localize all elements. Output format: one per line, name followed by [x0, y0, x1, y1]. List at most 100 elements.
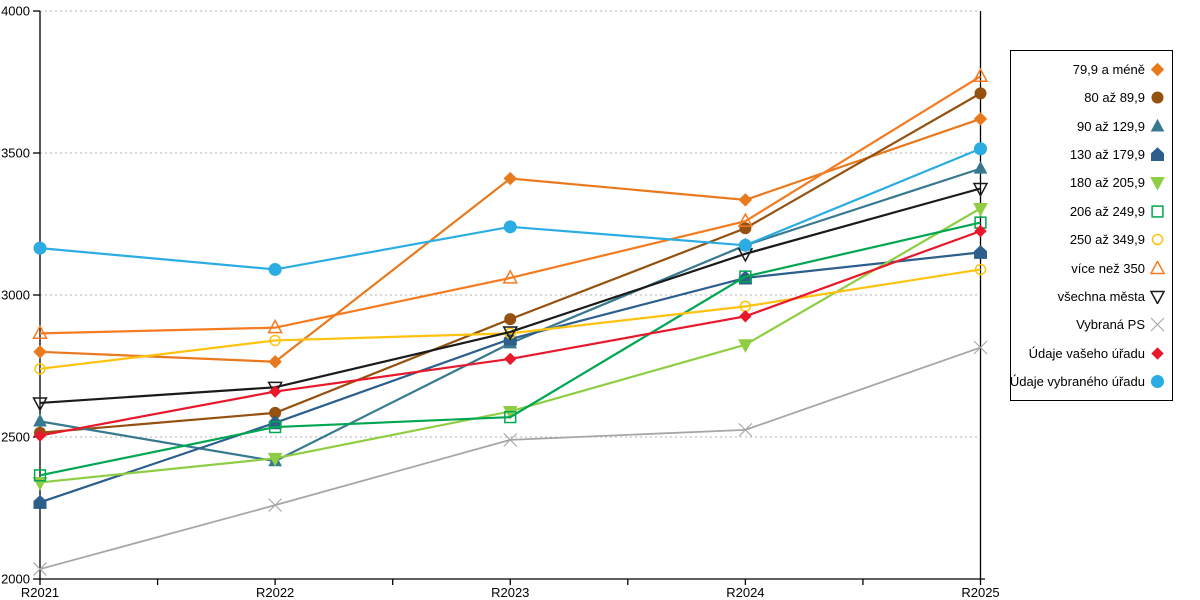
x-tick-label: R2022	[256, 585, 294, 600]
marker-circle-icon-s6	[974, 263, 987, 276]
marker-triangle-down-icon-s4	[738, 339, 753, 353]
marker-triangle-down-icon-s4	[267, 452, 283, 467]
series-10	[33, 224, 987, 442]
legend-item-label: 80 až 89,9	[1084, 90, 1145, 106]
legend-item-4: 180 až 205,9	[1011, 175, 1172, 191]
marker-square-icon-s5	[268, 420, 282, 434]
marker-triangle-up-icon-s7	[267, 318, 283, 334]
marker-diamond-icon-s10	[504, 352, 517, 366]
marker-square-icon-s5	[739, 270, 752, 283]
legend-item-label: 206 až 249,9	[1069, 203, 1145, 219]
marker-diamond-icon-legend	[1151, 347, 1164, 360]
marker-circle-icon-s1	[504, 313, 517, 326]
marker-square-icon-s5	[33, 469, 47, 482]
legend-item-1: 80 až 89,9	[1011, 90, 1172, 105]
legend-marker-square-icon	[1151, 205, 1164, 218]
marker-square-icon-legend	[1151, 205, 1164, 218]
marker-diamond-icon-s10	[268, 385, 282, 398]
marker-diamond-icon-s0	[738, 193, 753, 207]
legend-item-label: Údaje vybraného úřadu	[1009, 374, 1145, 390]
legend-item-label: 130 až 179,9	[1069, 146, 1145, 162]
marker-triangle-up-icon-s7	[32, 324, 48, 340]
series-line-0	[39, 117, 981, 363]
y-tick-label: 2500	[1, 430, 30, 445]
legend-marker-triangle-up-icon	[1150, 260, 1165, 274]
marker-triangle-down-icon-legend	[1150, 290, 1165, 304]
marker-diamond-icon-s0	[503, 171, 517, 186]
marker-circle-icon-legend	[1151, 233, 1164, 246]
legend-item-3: 130 až 179,9	[1011, 147, 1172, 162]
marker-triangle-up-icon-s7	[972, 67, 989, 83]
marker-circle-icon-s1	[739, 222, 752, 235]
legend-item-label: 250 až 349,9	[1069, 232, 1145, 248]
series-line-9	[39, 346, 981, 570]
marker-pentagon-icon-s3	[33, 495, 47, 509]
legend-item-label: více než 350	[1071, 260, 1145, 276]
legend-marker-triangle-up-icon	[1150, 118, 1165, 132]
marker-circle-icon-s6	[34, 363, 46, 375]
series-7	[32, 67, 989, 340]
series-8	[32, 182, 989, 412]
series-line-1	[39, 92, 982, 434]
marker-x-icon-s9	[33, 562, 47, 576]
legend-marker-triangle-down-icon	[1150, 290, 1165, 304]
legend-item-7: více než 350	[1011, 260, 1172, 276]
legend-item-0: 79,9 a méně	[1011, 62, 1172, 77]
legend-item-8: všechna města	[1011, 289, 1172, 304]
legend-item-10: Údaje vašeho úřadu	[1011, 346, 1172, 361]
legend-marker-diamond-icon	[1150, 62, 1165, 76]
marker-diamond-icon-s0	[268, 355, 282, 369]
legend-marker-diamond-icon	[1151, 347, 1164, 360]
marker-x-icon-s9	[268, 498, 283, 513]
marker-triangle-down-icon-s8	[32, 397, 48, 412]
marker-triangle-up-icon-s2	[973, 160, 988, 174]
marker-triangle-down-icon-s4	[502, 406, 518, 420]
legend-item-9: Vybraná PS	[1011, 317, 1172, 332]
axes: 2000 2500 3000 3500 4000 R2021 R2022 R2023 R2024…	[1, 4, 1000, 600]
series-6	[34, 263, 987, 375]
marker-circle-icon-s11	[974, 142, 987, 156]
marker-pentagon-icon-legend	[1151, 147, 1164, 161]
legend-marker-circle-icon	[1151, 233, 1164, 246]
marker-circle-icon-s11	[268, 262, 282, 276]
marker-triangle-up-icon-s7	[737, 212, 754, 227]
marker-circle-icon-s11	[738, 238, 752, 252]
marker-x-icon-legend	[1150, 317, 1165, 332]
marker-circle-icon-s11	[503, 220, 517, 234]
marker-triangle-up-icon-legend	[1150, 118, 1165, 132]
marker-triangle-up-icon-s2	[33, 413, 47, 427]
marker-triangle-down-icon-legend	[1150, 177, 1165, 191]
x-tick-label: R2025	[961, 585, 999, 600]
marker-triangle-down-icon-s8	[972, 182, 989, 198]
legend-marker-x-icon	[1150, 317, 1165, 332]
legend-item-label: 79,9 a méně	[1072, 61, 1145, 77]
legend-item-6: 250 až 349,9	[1011, 232, 1172, 247]
y-tick-label: 3500	[1, 146, 30, 161]
marker-diamond-icon-s0	[33, 345, 47, 359]
legend-item-label: 180 až 205,9	[1069, 175, 1145, 191]
legend-marker-triangle-down-icon	[1150, 177, 1165, 191]
legend-item-2: 90 až 129,9	[1011, 118, 1172, 134]
marker-triangle-down-icon-s4	[973, 202, 988, 217]
marker-diamond-icon-s0	[973, 112, 988, 126]
marker-circle-icon-s6	[269, 334, 281, 347]
marker-x-icon-s9	[738, 423, 753, 437]
marker-diamond-icon-s10	[974, 224, 987, 238]
legend-item-11: Údaje vybraného úřadu	[1009, 374, 1172, 390]
marker-pentagon-icon-s3	[974, 245, 987, 259]
series-9	[33, 340, 988, 576]
marker-diamond-icon-legend	[1150, 62, 1165, 76]
legend-marker-pentagon-icon	[1151, 147, 1164, 161]
y-tick-label: 4000	[1, 4, 30, 19]
legend-item-label: Údaje vašeho úřadu	[1028, 345, 1145, 361]
x-tick-label: R2023	[491, 585, 529, 600]
legend-item-label: Vybraná PS	[1076, 317, 1145, 333]
marker-circle-icon-s1	[974, 87, 987, 100]
marker-circle-icon-s11	[33, 241, 47, 255]
series-5	[33, 216, 987, 482]
y-tick-label: 2000	[1, 572, 30, 587]
marker-diamond-icon-s10	[739, 310, 752, 323]
marker-diamond-icon-s10	[33, 429, 47, 442]
marker-x-icon-s9	[503, 432, 518, 447]
marker-square-icon-s5	[504, 410, 517, 424]
